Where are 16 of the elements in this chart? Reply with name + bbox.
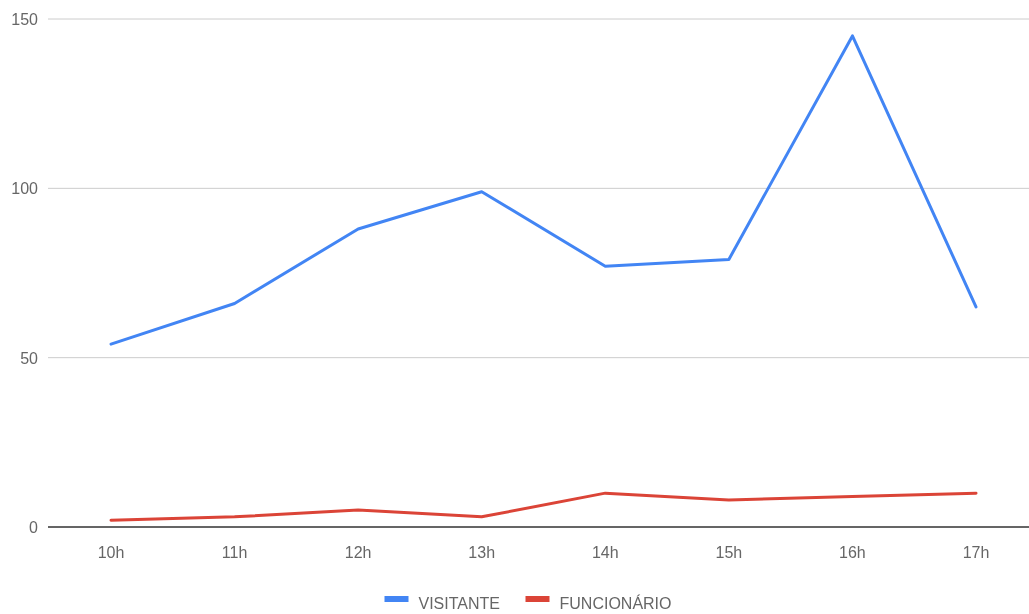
y-tick-label: 0: [29, 519, 39, 536]
legend-label: FUNCIONÁRIO: [559, 594, 672, 612]
x-tick-label: 16h: [839, 544, 866, 561]
y-tick-label: 150: [11, 11, 39, 28]
x-tick-label: 14h: [591, 544, 619, 561]
line-series: [109, 34, 978, 346]
x-tick-label: 11h: [221, 544, 248, 561]
x-tick-label: 15h: [715, 544, 743, 561]
x-tick-label: 17h: [962, 544, 990, 561]
x-tick-label: 10h: [97, 544, 125, 561]
line-series: [109, 491, 978, 522]
legend-label: VISITANTE: [418, 595, 500, 612]
y-tick-label: 50: [20, 349, 39, 367]
x-tick-label: 12h: [344, 544, 372, 561]
x-tick-label: 13h: [468, 544, 496, 561]
y-tick-label: 100: [11, 180, 39, 198]
